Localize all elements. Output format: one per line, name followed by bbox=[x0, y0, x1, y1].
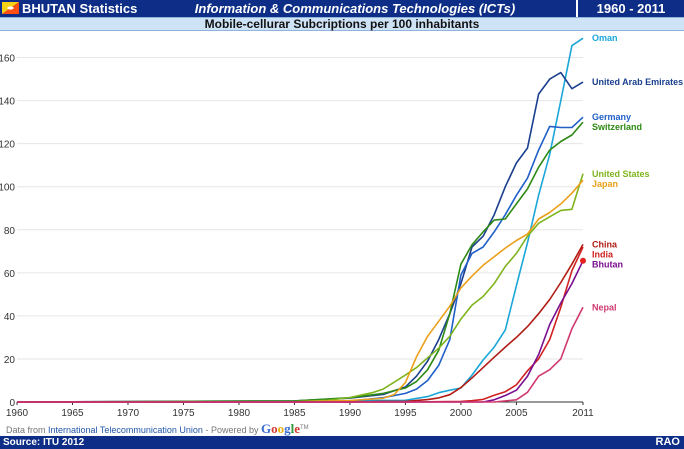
series-line bbox=[16, 173, 584, 403]
rao-brand: RAO bbox=[655, 436, 680, 448]
google-letter: l bbox=[290, 421, 295, 436]
series-line bbox=[17, 179, 584, 403]
attribution-suffix: - Powered by bbox=[202, 425, 261, 435]
bhutan-flag-icon bbox=[2, 2, 19, 14]
series-label: United Arab Emirates bbox=[592, 77, 683, 87]
series-label: China bbox=[592, 239, 618, 249]
x-tick-label: 1970 bbox=[117, 408, 140, 419]
chart-title: Mobile-cellurar Subcriptions per 100 inh… bbox=[204, 17, 480, 31]
y-tick-label: 40 bbox=[4, 312, 16, 323]
y-tick-label: 20 bbox=[4, 355, 16, 366]
google-letter: e bbox=[294, 421, 301, 436]
main-title: Information & Communications Technologie… bbox=[194, 1, 516, 16]
attribution: Data from International Telecommunicatio… bbox=[6, 422, 309, 436]
header-bar: BHUTAN Statistics Information & Communic… bbox=[0, 0, 684, 17]
year-range: 1960 - 2011 bbox=[576, 0, 684, 17]
series-line bbox=[17, 260, 584, 403]
x-tick-label: 1975 bbox=[172, 408, 195, 419]
x-tick-label: 1980 bbox=[228, 408, 251, 419]
series-label: Oman bbox=[592, 33, 618, 43]
series-line bbox=[16, 121, 584, 403]
x-tick-label: 1985 bbox=[283, 408, 306, 419]
series-label: India bbox=[592, 249, 614, 259]
series-label: Bhutan bbox=[592, 259, 623, 269]
x-tick-label: 1990 bbox=[339, 408, 362, 419]
itu-link[interactable]: International Telecommunication Union bbox=[48, 425, 203, 435]
y-tick-label: 80 bbox=[4, 226, 16, 237]
google-logo: Google bbox=[261, 421, 300, 436]
series-label: Japan bbox=[592, 179, 618, 189]
series-label: Switzerland bbox=[592, 122, 642, 132]
attribution-prefix: Data from bbox=[6, 425, 49, 435]
x-tick-label: 1965 bbox=[61, 408, 84, 419]
x-tick-label: 1995 bbox=[394, 408, 417, 419]
y-tick-label: 120 bbox=[0, 140, 15, 151]
source-text: Source: ITU 2012 bbox=[3, 437, 85, 448]
y-tick-label: 0 bbox=[9, 398, 15, 409]
google-letter: G bbox=[260, 421, 272, 436]
x-tick-label: 2005 bbox=[505, 408, 528, 419]
series-label: Nepal bbox=[592, 302, 617, 312]
highlight-point bbox=[580, 257, 586, 264]
y-tick-label: 100 bbox=[0, 183, 15, 194]
country-title: BHUTAN Statistics bbox=[22, 1, 138, 16]
x-tick-label: 1960 bbox=[6, 408, 29, 419]
series-line bbox=[17, 246, 584, 403]
google-trademark: TM bbox=[300, 425, 309, 431]
series-line bbox=[17, 306, 584, 403]
x-tick-label: 2000 bbox=[450, 408, 473, 419]
google-letter: g bbox=[284, 421, 291, 436]
google-letter: o bbox=[277, 421, 285, 436]
y-tick-label: 60 bbox=[4, 269, 16, 280]
y-tick-label: 140 bbox=[0, 97, 15, 108]
y-tick-label: 160 bbox=[0, 54, 15, 65]
footer-bar: Source: ITU 2012 RAO bbox=[0, 436, 684, 449]
series-label: Germany bbox=[592, 112, 631, 122]
series-label: United States bbox=[592, 169, 650, 179]
google-letter: o bbox=[271, 421, 278, 436]
x-tick-label: 2011 bbox=[572, 408, 594, 419]
subtitle-bar: Mobile-cellurar Subcriptions per 100 inh… bbox=[0, 17, 684, 31]
line-chart: 0 20 40 60 80 100 120 140 160 1960 1965 1970 1975 198… bbox=[0, 33, 683, 419]
series-line bbox=[17, 244, 584, 403]
